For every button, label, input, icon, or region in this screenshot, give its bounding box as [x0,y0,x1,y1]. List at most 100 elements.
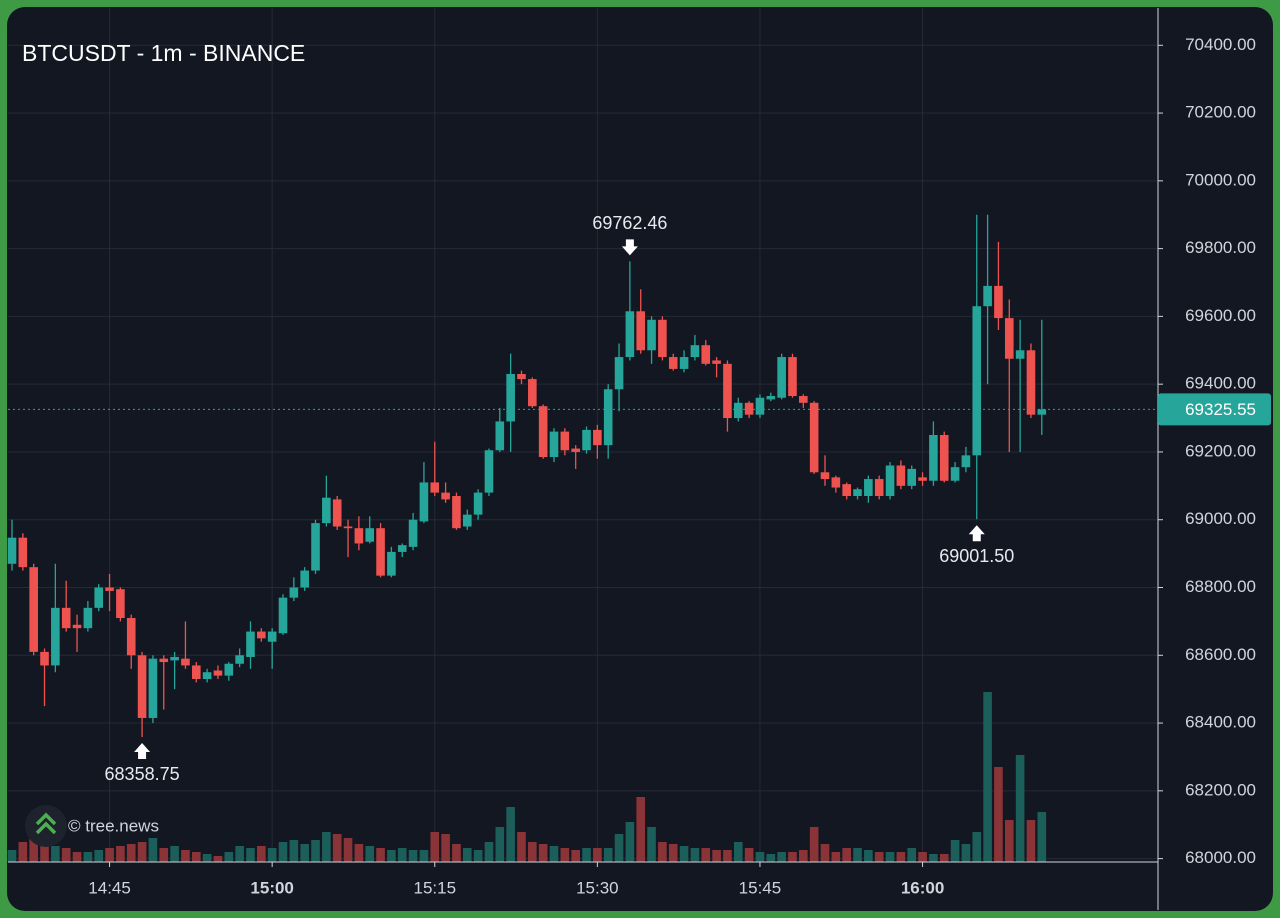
volume-bar [994,767,1003,862]
candle-body [224,663,234,676]
volume-bar [83,852,93,862]
candle-layer [7,214,1047,738]
candle-body [94,587,104,608]
volume-bar [289,840,299,862]
volume-bar [72,852,82,862]
volume-bar [571,850,580,862]
last-price-label: 69325.55 [1185,400,1256,419]
grid [8,8,1158,862]
candle-body [961,455,971,468]
volume-bar [907,848,917,862]
candle-body [278,597,288,634]
candle-body [668,357,678,369]
annotation-label: 69001.50 [939,546,1014,566]
volume-bar [701,848,711,862]
candle-body [126,618,136,656]
volume-bar [582,848,591,862]
candle-body [148,658,158,718]
volume-bar [1037,812,1047,862]
volume-bar [939,854,949,862]
candle-body [853,489,862,496]
candle-body [777,357,786,398]
volume-bar [257,846,266,862]
candle-body [51,607,60,666]
candle-body [506,374,515,422]
candle-body [983,285,992,307]
volume-bar [603,848,613,862]
y-tick-label: 70000.00 [1185,170,1256,189]
candle-body [820,472,830,480]
candle-body [788,357,797,397]
candle-body [907,468,917,486]
volume-bar [712,850,721,862]
volume-bar [408,850,418,862]
volume-bar [647,827,656,862]
candle-body [744,402,754,415]
volume-bar [614,834,624,862]
volume-bar [896,852,906,862]
candle-body [462,514,472,527]
candle-body [603,389,613,446]
candle-body [538,406,548,458]
volume-bar [885,852,895,862]
volume-bar [170,846,179,862]
candle-body [918,477,927,481]
volume-bar [809,827,819,862]
candle-body [950,467,960,481]
candle-body [191,665,201,679]
candle-body [658,319,667,358]
candle-body [473,492,483,515]
candle-body [40,651,49,666]
annotation-arrow [134,743,151,760]
volume-bar [766,854,776,862]
x-tick-label: 15:00 [250,878,293,897]
volume-bar [668,844,678,862]
candle-body [387,551,396,576]
volume-bar [18,842,28,862]
candle-body [723,363,732,419]
candle-body [690,345,700,358]
volume-bar [7,850,17,862]
volume-bar [419,850,429,862]
volume-layer [7,692,1047,862]
volume-bar [853,848,862,862]
candle-body [939,435,949,481]
volume-bar [918,852,927,862]
volume-bar [441,834,450,862]
y-tick-label: 69600.00 [1185,306,1256,325]
volume-bar [495,827,505,862]
x-tick-label: 15:45 [739,878,782,897]
volume-bar [300,844,309,862]
volume-bar [950,840,960,862]
volume-bar [506,807,515,862]
candle-body [874,479,884,496]
candle-body [267,631,277,642]
candle-body [831,477,841,488]
candle-body [712,360,721,364]
annotation-arrow [968,525,985,542]
candle-body [929,435,938,481]
candle-body [733,402,743,419]
volume-bar [137,842,147,862]
candle-body [647,319,656,351]
volume-bar [723,850,732,862]
candle-body [864,479,873,496]
candle-body [18,537,28,568]
volume-bar [625,822,635,862]
y-tick-label: 70400.00 [1185,35,1256,54]
volume-bar [473,850,483,862]
volume-bar [116,846,125,862]
candle-body [809,402,819,473]
candle-body [116,589,125,618]
candle-body [1004,318,1014,359]
y-tick-label: 69200.00 [1185,441,1256,460]
candle-body [799,396,808,403]
annotation-arrow [621,239,638,256]
volume-bar [636,797,646,862]
candle-body [137,655,147,718]
volume-bar [40,840,49,862]
volume-bar [788,852,797,862]
candle-body [1037,409,1047,415]
candle-body [159,658,169,663]
volume-bar [777,852,786,862]
